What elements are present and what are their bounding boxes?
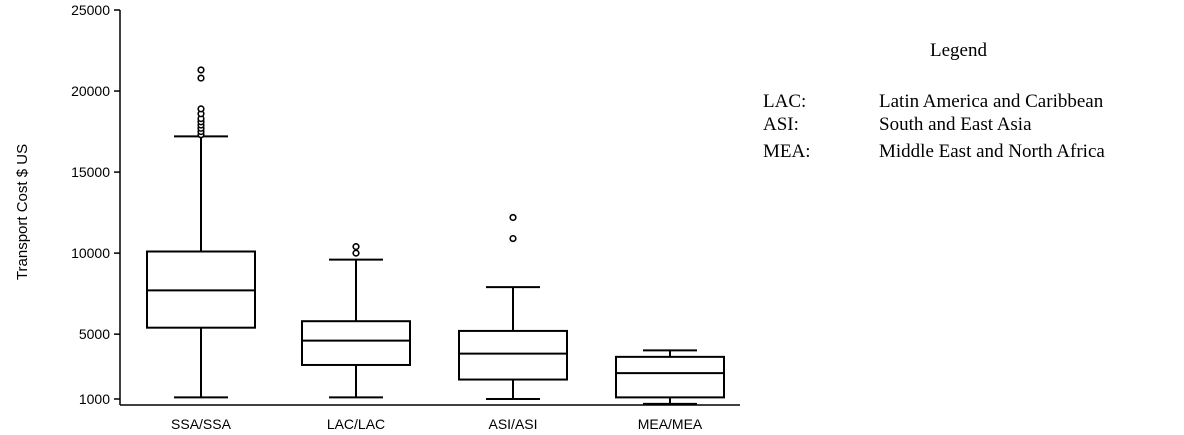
boxplot-chart: Transport Cost $ US 1000 5000 10000 15000 20… (14, 2, 740, 432)
y-tick-labels: 1000 5000 10000 15000 20000 25000 (71, 2, 120, 407)
outlier-point (352, 249, 360, 257)
iqr-box (458, 329, 568, 381)
y-tick-label: 10000 (71, 245, 110, 261)
axes (119, 10, 740, 406)
boxes (146, 135, 725, 405)
box-mea-mea (615, 349, 725, 405)
legend-code: ASI: (763, 114, 799, 135)
y-tick-label: 15000 (71, 164, 110, 180)
box-lac-lac (301, 258, 411, 399)
box-ssa-ssa (146, 135, 256, 399)
y-tick-label: 20000 (71, 83, 110, 99)
legend-title: Legend (930, 40, 987, 61)
legend-description: South and East Asia (879, 114, 1032, 135)
legend-code: LAC: (763, 91, 807, 112)
outlier-point (197, 66, 205, 74)
x-tick-label: LAC/LAC (327, 416, 385, 432)
x-tick-label: ASI/ASI (488, 416, 537, 432)
x-tick-label: MEA/MEA (638, 416, 703, 432)
y-tick-label: 25000 (71, 2, 110, 18)
x-tick-labels: SSA/SSA LAC/LAC ASI/ASI MEA/MEA (171, 416, 703, 432)
outlier-point (509, 234, 517, 243)
y-tick-label: 5000 (79, 326, 110, 342)
outlier-point (197, 105, 205, 113)
iqr-box (301, 320, 411, 366)
outlier-point (197, 74, 205, 82)
outlier-point (352, 243, 360, 251)
iqr-box (615, 355, 725, 399)
legend-description: Middle East and North Africa (879, 141, 1105, 162)
outliers (197, 66, 517, 257)
outlier-point (509, 213, 517, 222)
x-tick-label: SSA/SSA (171, 416, 232, 432)
legend-description: Latin America and Caribbean (879, 91, 1104, 112)
y-tick-label: 1000 (79, 391, 110, 407)
legend-code: MEA: (763, 141, 811, 162)
box-asi-asi (458, 286, 568, 400)
y-axis-title: Transport Cost $ US (14, 144, 31, 280)
